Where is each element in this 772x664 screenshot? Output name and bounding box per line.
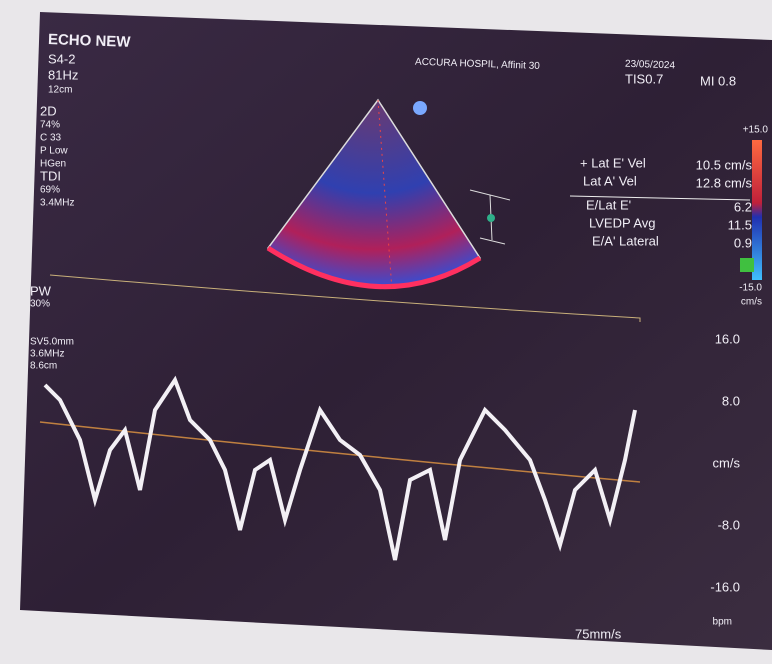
tis: TIS0.7 [625, 71, 663, 86]
mi: MI 0.8 [700, 73, 736, 88]
param: TDI [40, 168, 61, 183]
velocity-tick: -16.0 [710, 579, 740, 594]
pw-param: 30% [30, 299, 50, 310]
velocity-tick: cm/s [713, 455, 741, 470]
date: 23/05/2024 [625, 59, 676, 72]
measure-value: 10.5 cm/s [696, 157, 753, 172]
param: 2D [40, 103, 57, 118]
velocity-tick: 16.0 [715, 331, 740, 346]
frame-rate: 81Hz [48, 67, 78, 82]
param: 74% [40, 120, 60, 131]
color-scale-unit: cm/s [741, 297, 762, 308]
measure-label: Lat A' Vel [583, 173, 637, 188]
separator [569, 195, 751, 201]
measure-value: 6.2 [734, 199, 752, 214]
velocity-tick: -8.0 [718, 517, 740, 532]
cursor-line [377, 99, 393, 291]
pw-param: 3.6MHz [30, 349, 64, 360]
measure-value: 0.9 [734, 235, 752, 250]
measure-label: LVEDP Avg [589, 215, 656, 230]
gate-marker [487, 214, 495, 222]
indicator [740, 258, 754, 272]
param: HGen [40, 159, 66, 170]
timeline [49, 274, 641, 322]
velocity-tick: 8.0 [722, 393, 740, 408]
pw-param: SV5.0mm [30, 337, 74, 348]
probe: S4-2 [48, 51, 75, 66]
hospital: ACCURA HOSPIL, Affinit 30 [415, 57, 541, 72]
color-bar [752, 140, 762, 280]
brand: ECHO NEW [48, 31, 132, 51]
sweep-speed: 75mm/s [575, 626, 622, 641]
measure-label: + Lat E' Vel [580, 155, 646, 170]
param: C 33 [40, 133, 62, 144]
hr-unit: bpm [713, 617, 732, 628]
measure-label: E/A' Lateral [592, 233, 659, 248]
measure-value: 12.8 cm/s [696, 175, 753, 190]
depth: 12cm [48, 85, 72, 96]
pw-param: 8.6cm [30, 361, 57, 372]
color-scale-top: +15.0 [743, 125, 769, 136]
doppler-waveform [43, 375, 637, 561]
sector-edge [266, 245, 482, 290]
color-scale-bottom: -15.0 [739, 283, 762, 294]
measure-label: E/Lat E' [586, 197, 631, 212]
measure-value: 11.5 [728, 217, 752, 232]
pw-param: PW [30, 283, 52, 298]
param: 69% [40, 185, 60, 196]
param: P Low [40, 146, 68, 157]
monitor-screen [20, 12, 772, 650]
param: 3.4MHz [40, 198, 74, 209]
orientation-marker [413, 101, 427, 115]
